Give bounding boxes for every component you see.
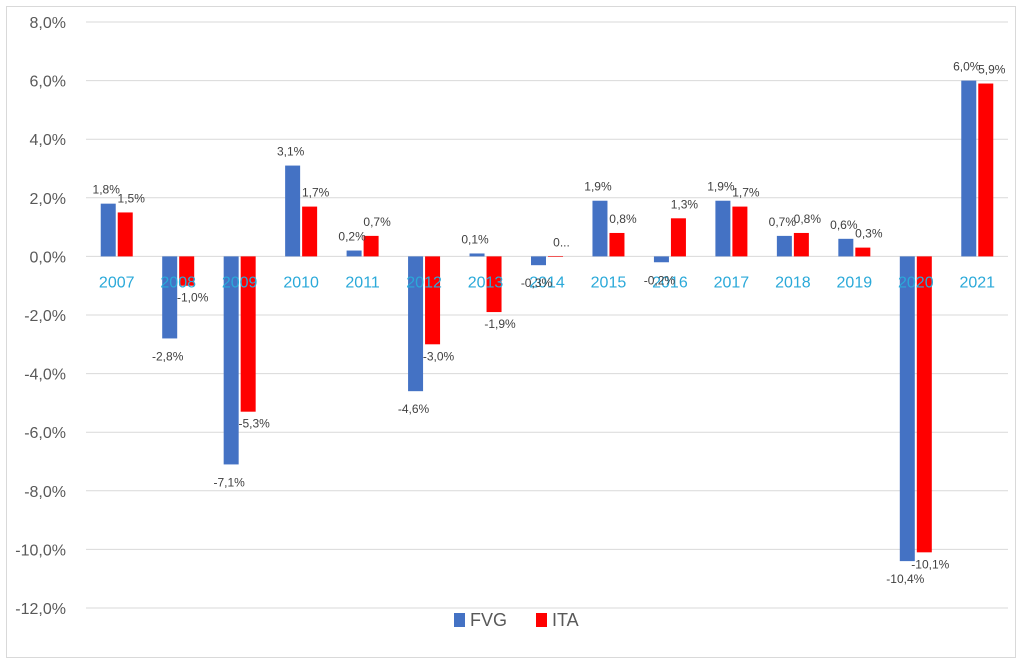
data-label-ita-2015: 0,8% (609, 212, 637, 226)
y-tick-label: -8,0% (24, 484, 66, 501)
bar-fvg-2010 (285, 165, 301, 257)
data-label-fvg-2010: 3,1% (277, 145, 305, 159)
y-tick-label: -4,0% (24, 367, 66, 384)
gridlines (86, 21, 1008, 609)
bar-ita-2016 (670, 218, 686, 257)
x-tick-label: 2017 (714, 274, 750, 291)
bar-fvg-2018 (776, 235, 792, 257)
data-label-ita-2009: -5,3% (238, 417, 270, 431)
data-label-fvg-2015: 1,9% (584, 180, 612, 194)
data-label-ita-2012: -3,0% (423, 349, 455, 363)
x-tick-label: 2021 (959, 274, 995, 291)
x-tick-label: 2019 (837, 274, 873, 291)
bar-ita-2017 (732, 206, 748, 257)
bar-fvg-2009 (223, 256, 239, 465)
data-label-ita-2014: 0... (553, 235, 570, 249)
bar-fvg-2019 (838, 238, 854, 257)
y-tick-label: -6,0% (24, 425, 66, 442)
data-label-fvg-2008: -2,8% (152, 349, 184, 363)
bar-fvg-2008 (162, 256, 178, 339)
y-tick-label: 8,0% (30, 15, 66, 32)
legend: FVG ITA (454, 610, 579, 630)
bar-fvg-2016 (653, 256, 669, 263)
legend-label-fvg: FVG (470, 610, 507, 630)
bar-fvg-2014 (531, 256, 546, 266)
y-axis: 8,0% 6,0% 4,0% 2,0% 0,0% -2,0% -4,0% -6,0% -8,0%… (15, 15, 66, 618)
bar-ita-2014 (548, 256, 563, 257)
y-tick-label: -12,0% (15, 601, 66, 618)
y-tick-label: -2,0% (24, 308, 66, 325)
data-label-ita-2020: -10,1% (911, 557, 949, 571)
x-tick-label: 2018 (775, 274, 811, 291)
x-tick-label: 2020 (898, 274, 934, 291)
bar-fvg-2015 (592, 200, 608, 257)
legend-label-ita: ITA (552, 610, 579, 630)
data-label-ita-2013: -1,9% (484, 317, 516, 331)
bar-ita-2020 (916, 256, 932, 553)
bar-fvg-2013 (469, 253, 485, 257)
y-tick-label: -10,0% (15, 542, 66, 559)
x-tick-label: 2015 (591, 274, 627, 291)
data-label-fvg-2011: 0,2% (338, 230, 366, 244)
y-tick-label: 2,0% (30, 191, 66, 208)
data-label-ita-2017: 1,7% (732, 186, 760, 200)
data-label-fvg-2014: -0,3% (521, 276, 553, 290)
y-tick-label: 0,0% (30, 249, 66, 266)
x-tick-label: 2011 (345, 274, 380, 291)
bar-ita-2010 (302, 206, 318, 257)
data-label-ita-2016: 1,3% (671, 197, 699, 211)
data-label-fvg-2016: -0,2% (644, 273, 676, 287)
bar-ita-2011 (363, 235, 379, 257)
bar-ita-2009 (240, 256, 256, 412)
data-label-ita-2021: 5,9% (978, 63, 1006, 77)
data-label-fvg-2021: 6,0% (953, 60, 981, 74)
data-label-fvg-2013: 0,1% (461, 232, 489, 246)
bar-fvg-2011 (346, 250, 362, 257)
x-tick-label: 2014 (529, 274, 565, 291)
data-label-fvg-2009: -7,1% (213, 475, 245, 489)
data-label-fvg-2012: -4,6% (398, 402, 430, 416)
bar-fvg-2007 (100, 203, 116, 257)
data-label-fvg-2007: 1,8% (93, 183, 121, 197)
bar-ita-2015 (609, 232, 625, 257)
data-labels: 1,8%1,5% -2,8% -1,0% -7,1% -5,3% 3,1% 1,7% 0,2%… (93, 60, 1006, 587)
data-label-fvg-2017: 1,9% (707, 180, 735, 194)
data-label-ita-2018: 0,8% (794, 212, 822, 226)
data-label-ita-2008: -1,0% (177, 291, 209, 305)
data-label-ita-2019: 0,3% (855, 227, 883, 241)
bar-fvg-2012 (408, 256, 424, 392)
bar-ita-2019 (855, 247, 871, 257)
bar-ita-2021 (978, 83, 994, 257)
x-tick-label: 2008 (160, 274, 196, 291)
x-tick-label: 2016 (652, 274, 688, 291)
legend-swatch-fvg (454, 613, 465, 627)
bar-ita-2007 (117, 212, 133, 257)
bars (100, 80, 994, 562)
bar-fvg-2017 (715, 200, 731, 257)
x-tick-label: 2010 (283, 274, 319, 291)
x-tick-label: 2013 (468, 274, 504, 291)
data-label-fvg-2020: -10,4% (886, 572, 924, 586)
bar-ita-2012 (425, 256, 441, 345)
data-label-fvg-2018: 0,7% (769, 215, 797, 229)
data-label-fvg-2019: 0,6% (830, 218, 858, 232)
bar-ita-2013 (486, 256, 502, 313)
y-tick-label: 4,0% (30, 132, 66, 149)
x-tick-label: 2007 (99, 274, 135, 291)
x-tick-label: 2012 (406, 274, 442, 291)
data-label-ita-2007: 1,5% (118, 191, 146, 205)
legend-swatch-ita (536, 613, 547, 627)
bar-ita-2008 (179, 256, 195, 286)
y-tick-label: 6,0% (30, 74, 66, 91)
x-axis: 2007 2008 2009 2010 2011 2012 2013 2014 2015 2016… (99, 274, 995, 291)
data-label-ita-2010: 1,7% (302, 186, 330, 200)
bar-fvg-2021 (961, 80, 977, 257)
data-label-ita-2011: 0,7% (363, 215, 391, 229)
bar-ita-2018 (793, 232, 809, 257)
bar-fvg-2020 (899, 256, 915, 562)
x-tick-label: 2009 (222, 274, 258, 291)
